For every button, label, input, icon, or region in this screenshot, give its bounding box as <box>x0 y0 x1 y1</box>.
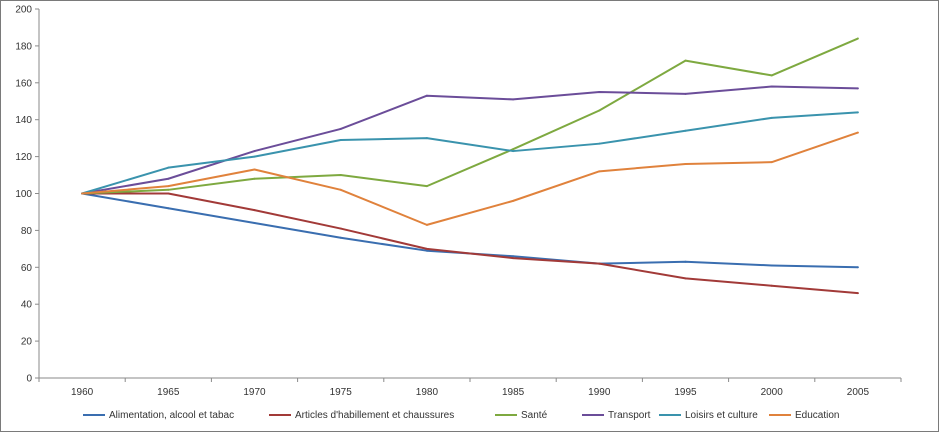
x-tick-label: 2000 <box>761 387 784 398</box>
y-tick-label: 140 <box>15 115 32 126</box>
y-tick-label: 160 <box>15 78 32 89</box>
data-point <box>167 188 170 191</box>
y-tick-label: 60 <box>21 263 33 274</box>
data-point <box>425 185 428 188</box>
data-point <box>856 292 859 295</box>
series-line-2 <box>82 37 859 195</box>
y-tick-label: 180 <box>15 41 32 52</box>
y-tick-label: 80 <box>21 226 33 237</box>
data-point <box>253 168 256 171</box>
data-point <box>253 209 256 212</box>
data-point <box>512 257 515 260</box>
data-point <box>770 116 773 119</box>
series-line-3 <box>81 85 858 195</box>
data-point <box>339 188 342 191</box>
data-point <box>856 131 859 134</box>
legend-label: Articles d'habillement et chaussures <box>295 410 454 421</box>
data-point <box>684 59 687 62</box>
data-point <box>253 222 256 225</box>
x-tick-label: 1985 <box>502 387 525 398</box>
series-line-4 <box>81 111 858 195</box>
data-point <box>770 85 773 88</box>
data-point <box>167 166 170 169</box>
data-point <box>684 162 687 165</box>
data-point <box>425 223 428 226</box>
data-point <box>598 262 601 265</box>
data-point <box>684 129 687 132</box>
y-axis-ticks: 0 20 40 60 80 100 120 140 160 180 200 <box>15 5 39 385</box>
data-point <box>339 138 342 141</box>
x-tick-label: 1970 <box>243 387 266 398</box>
data-point <box>339 127 342 130</box>
x-tick-label: 1975 <box>330 387 353 398</box>
data-point <box>512 98 515 101</box>
data-point <box>81 192 84 195</box>
legend-label: Santé <box>521 410 548 421</box>
data-point <box>856 266 859 269</box>
legend-label: Transport <box>608 410 651 421</box>
data-point <box>598 91 601 94</box>
x-tick-label: 1965 <box>157 387 180 398</box>
data-point <box>512 199 515 202</box>
data-point <box>425 249 428 252</box>
x-tick-label: 1990 <box>588 387 611 398</box>
data-point <box>253 155 256 158</box>
y-tick-label: 100 <box>15 189 32 200</box>
data-point <box>253 177 256 180</box>
data-point <box>167 177 170 180</box>
legend-label: Loisirs et culture <box>685 410 758 421</box>
y-tick-label: 20 <box>21 337 33 348</box>
data-point <box>512 148 515 151</box>
series-lines <box>81 37 859 295</box>
data-point <box>167 207 170 210</box>
data-point <box>598 142 601 145</box>
data-point <box>770 284 773 287</box>
data-point <box>339 236 342 239</box>
y-tick-label: 200 <box>15 5 32 16</box>
data-point <box>770 264 773 267</box>
data-point <box>167 185 170 188</box>
x-axis-ticks: 1960 1965 1970 1975 1980 1985 1990 1995 2000 2005 <box>38 378 902 398</box>
legend: Alimentation, alcool et tabac Articles d'… <box>83 410 839 421</box>
data-point <box>425 137 428 140</box>
data-point <box>425 247 428 250</box>
x-tick-label: 1960 <box>71 387 94 398</box>
y-tick-label: 0 <box>26 374 32 385</box>
data-point <box>167 192 170 195</box>
data-point <box>684 277 687 280</box>
data-point <box>512 255 515 258</box>
data-point <box>253 150 256 153</box>
data-point <box>684 260 687 263</box>
data-point <box>770 161 773 164</box>
legend-label: Alimentation, alcool et tabac <box>109 410 234 421</box>
x-tick-label: 2005 <box>847 387 870 398</box>
x-tick-label: 1980 <box>416 387 439 398</box>
data-point <box>598 109 601 112</box>
data-point <box>512 150 515 153</box>
data-point <box>856 37 859 40</box>
data-point <box>856 111 859 114</box>
data-point <box>425 94 428 97</box>
data-point <box>770 74 773 77</box>
data-point <box>598 170 601 173</box>
data-point <box>856 87 859 90</box>
x-tick-label: 1995 <box>674 387 697 398</box>
series-line-5 <box>82 131 859 226</box>
y-tick-label: 40 <box>21 300 33 311</box>
data-point <box>684 92 687 95</box>
y-tick-label: 120 <box>15 152 32 163</box>
series-line-0 <box>81 192 858 269</box>
data-point <box>339 227 342 230</box>
series-line-1 <box>82 192 858 295</box>
legend-label: Education <box>795 410 839 421</box>
data-point <box>339 174 342 177</box>
